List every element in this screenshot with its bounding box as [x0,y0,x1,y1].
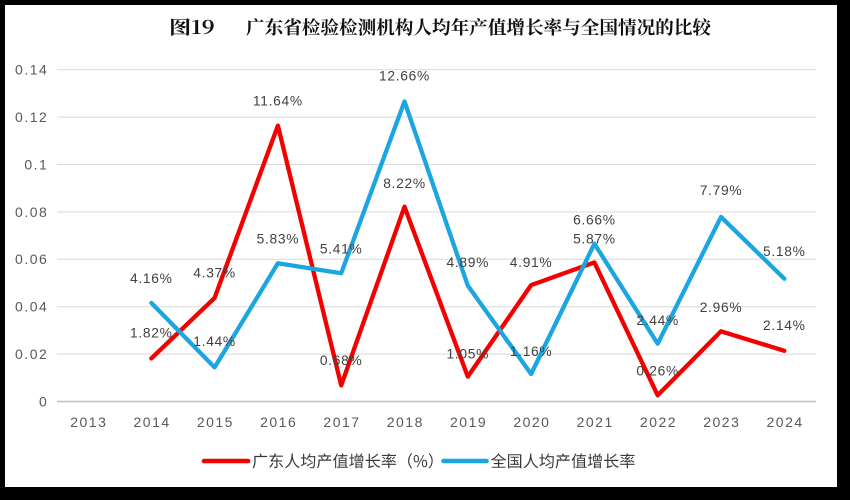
svg-text:2023: 2023 [703,414,740,430]
svg-text:2.14%: 2.14% [763,318,806,333]
svg-text:2017: 2017 [323,414,360,430]
svg-text:5.83%: 5.83% [257,232,300,247]
svg-text:0.1: 0.1 [24,156,48,172]
svg-text:2.44%: 2.44% [636,313,679,328]
svg-text:4.37%: 4.37% [193,266,236,281]
svg-text:4.16%: 4.16% [130,271,173,286]
svg-text:5.87%: 5.87% [573,232,616,247]
svg-text:4.91%: 4.91% [510,255,553,270]
svg-text:12.66%: 12.66% [379,69,430,84]
svg-text:7.79%: 7.79% [700,183,743,198]
svg-text:0: 0 [39,393,48,409]
svg-text:5.18%: 5.18% [763,244,806,259]
svg-text:1.05%: 1.05% [446,347,489,362]
svg-text:0.12: 0.12 [15,109,48,125]
svg-text:2015: 2015 [197,414,234,430]
svg-text:0.14: 0.14 [15,62,48,78]
svg-text:2.96%: 2.96% [700,300,743,315]
svg-text:0.08: 0.08 [15,204,48,220]
svg-text:2022: 2022 [640,414,677,430]
svg-text:2024: 2024 [767,414,804,430]
svg-text:5.41%: 5.41% [320,241,363,256]
svg-text:2014: 2014 [134,414,171,430]
svg-text:4.89%: 4.89% [446,255,489,270]
svg-text:0.04: 0.04 [15,299,48,315]
svg-text:6.66%: 6.66% [573,213,616,228]
svg-text:0.06: 0.06 [15,251,48,267]
svg-text:0.02: 0.02 [15,346,48,362]
svg-text:8.22%: 8.22% [383,176,426,191]
svg-text:2020: 2020 [513,414,550,430]
svg-text:2019: 2019 [450,414,487,430]
svg-text:0.26%: 0.26% [636,363,679,378]
svg-text:11.64%: 11.64% [253,93,303,108]
svg-text:1.82%: 1.82% [130,326,173,341]
svg-text:1.44%: 1.44% [193,334,236,349]
svg-text:2013: 2013 [70,414,107,430]
svg-text:2016: 2016 [260,414,297,430]
svg-text:0.68%: 0.68% [320,353,363,368]
svg-text:2021: 2021 [577,414,614,430]
svg-text:2018: 2018 [387,414,424,430]
svg-text:1.16%: 1.16% [510,344,553,359]
